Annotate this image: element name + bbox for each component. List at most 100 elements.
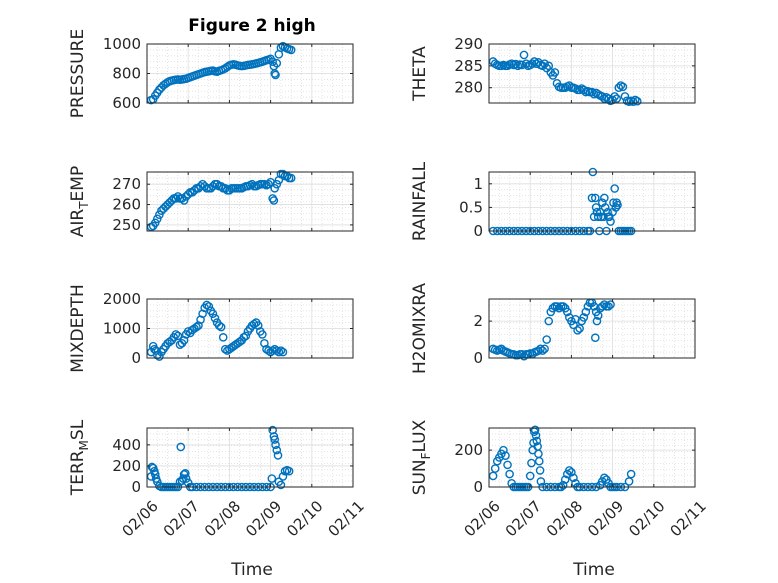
data-point: [218, 333, 228, 342]
data-point: [271, 70, 280, 80]
data-point: [152, 477, 162, 487]
data-point: [181, 469, 190, 478]
subplot-rainfall: 0 0.5 1 RAINFALL: [410, 161, 696, 241]
data-point: [216, 181, 226, 191]
x-tick-label: 02/06: [460, 497, 503, 540]
data-point: [620, 92, 630, 101]
data-point: [525, 471, 535, 481]
data-point: [618, 82, 628, 92]
x-tick-label: 02/08: [201, 497, 244, 540]
data-point: [603, 207, 612, 217]
data-point: [554, 303, 564, 313]
data-point: [241, 331, 251, 341]
data-point: [610, 184, 619, 193]
data-point: [272, 346, 282, 355]
data-point: [612, 94, 622, 103]
data-point: [569, 473, 578, 483]
axes-box: [488, 43, 696, 104]
y-tick-label: 800: [112, 65, 141, 83]
data-point: [272, 58, 282, 68]
data-point: [247, 179, 257, 189]
x-tick-label: 02/07: [502, 497, 545, 540]
data-point: [600, 193, 609, 203]
x-tick-label: 02/09: [584, 497, 627, 540]
data-point: [530, 57, 539, 66]
y-tick-label: 0: [131, 349, 141, 367]
data-point: [171, 194, 181, 203]
data-point: [531, 431, 541, 440]
data-point: [202, 300, 212, 310]
data-point: [192, 322, 201, 332]
data-point: [590, 193, 600, 203]
data-point: [179, 196, 189, 205]
data-point: [204, 302, 214, 311]
y-axis-label: AIRTEMP: [68, 166, 91, 237]
data-point: [567, 467, 576, 477]
chart-title: Figure 2 high: [188, 16, 316, 36]
data-point: [613, 200, 622, 210]
data-point: [147, 462, 157, 472]
x-tick-label: 02/10: [625, 497, 668, 540]
data-point: [628, 97, 638, 106]
axes-box: [488, 298, 696, 359]
x-axis-label-left: Time: [230, 560, 273, 580]
data-point: [271, 440, 280, 450]
y-tick-label: 200: [454, 441, 483, 459]
data-point: [534, 456, 544, 466]
axes-box: [488, 427, 696, 488]
y-tick-label: 400: [112, 436, 141, 454]
y-tick-label: 270: [112, 175, 141, 193]
data-point: [216, 322, 226, 332]
data-point: [499, 445, 508, 455]
data-point: [214, 321, 224, 330]
data-point: [220, 344, 230, 354]
data-point: [600, 473, 609, 483]
data-point: [548, 303, 558, 313]
data-point: [540, 59, 549, 68]
data-point: [268, 346, 277, 355]
data-point: [150, 470, 160, 479]
data-point: [587, 193, 597, 203]
data-point: [176, 442, 186, 452]
y-axis-label: H2OMIXRA: [410, 283, 430, 374]
data-point: [488, 471, 498, 481]
data-point: [503, 460, 512, 470]
y-tick-label: 0: [473, 478, 483, 496]
data-point: [540, 344, 549, 354]
data-point: [538, 346, 547, 355]
data-point: [575, 324, 584, 333]
y-tick-label: 600: [112, 94, 141, 112]
y-axis-label: TERRMSL: [68, 419, 91, 496]
data-point: [536, 477, 546, 486]
x-axis-label-right: Time: [572, 560, 615, 580]
subplot-mixdepth: 0 1000 2000 MIXDEPTH: [68, 284, 354, 373]
data-point: [150, 218, 160, 228]
y-tick-label: 250: [112, 216, 141, 234]
data-point: [550, 68, 560, 77]
data-point: [527, 59, 537, 68]
data-point: [511, 59, 521, 69]
subplot-theta: 280 285 290 THETA: [410, 35, 696, 106]
data-point: [183, 190, 193, 199]
data-point: [278, 169, 288, 179]
data-point: [590, 333, 600, 343]
data-point: [501, 451, 510, 460]
data-point: [600, 203, 610, 212]
data-point: [264, 179, 273, 189]
data-point: [606, 300, 615, 309]
y-tick-label: 0.5: [459, 198, 483, 216]
subplot-h2omixra: 0 2 H2OMIXRA: [410, 283, 696, 374]
data-point: [593, 212, 603, 222]
data-point: [536, 344, 545, 354]
data-point: [527, 458, 536, 468]
data-point: [562, 307, 572, 317]
data-point: [155, 352, 164, 361]
x-tick-label: 02/06: [118, 497, 161, 540]
data-point: [535, 466, 545, 475]
data-point: [273, 451, 283, 460]
y-axis-label: THETA: [410, 46, 430, 102]
data-point: [268, 57, 277, 67]
data-point: [624, 477, 634, 486]
